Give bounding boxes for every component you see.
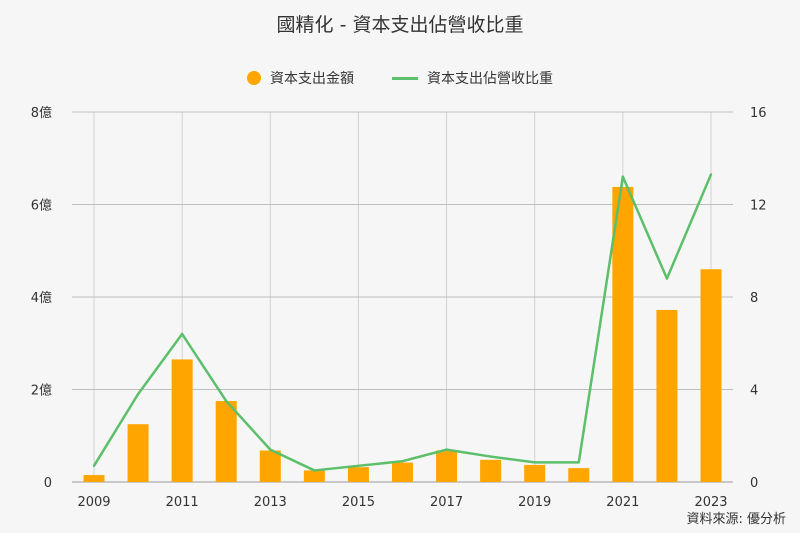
line-point	[225, 399, 228, 403]
legend-bar-swatch	[247, 71, 261, 85]
bar	[83, 475, 105, 482]
x-tick-label: 2023	[694, 495, 727, 510]
line-point	[533, 461, 536, 464]
legend-item-line[interactable]: 資本支出佔營收比重	[392, 68, 553, 88]
x-tick-label: 2017	[430, 495, 463, 510]
y-left-tick-label: 6億	[31, 198, 52, 214]
bar	[700, 269, 722, 482]
line-point	[357, 464, 360, 468]
y-right-tick-label: 0	[750, 476, 758, 491]
bar	[480, 459, 502, 482]
line-point	[709, 173, 713, 176]
line-point	[577, 461, 580, 464]
bar	[259, 450, 281, 482]
legend-line-label: 資本支出佔營收比重	[427, 71, 553, 87]
line-point	[489, 455, 492, 458]
bar	[347, 467, 369, 482]
bar	[171, 359, 193, 482]
x-tick-label: 2021	[606, 495, 639, 510]
bar	[127, 424, 149, 482]
y-left-tick-label: 2億	[31, 383, 52, 399]
bar	[436, 450, 458, 482]
line-point	[180, 332, 184, 336]
x-tick-label: 2013	[254, 495, 287, 510]
y-left-tick-label: 4億	[31, 290, 52, 306]
source-note: 資料來源: 優分析	[686, 512, 786, 527]
x-tick-label: 2009	[77, 495, 110, 510]
line-point	[92, 464, 96, 468]
legend-line-swatch	[392, 76, 418, 80]
y-left-tick-label: 8億	[31, 105, 52, 121]
line-point	[445, 448, 448, 451]
bar	[392, 462, 413, 482]
line-point	[621, 175, 625, 178]
x-tick-label: 2019	[518, 495, 551, 510]
y-right-tick-label: 4	[750, 384, 758, 399]
y-right-tick-label: 8	[750, 291, 758, 306]
y-left-tick-label: 0	[44, 476, 52, 491]
bar	[612, 186, 634, 483]
line-point	[136, 392, 140, 396]
legend-bar-label: 資本支出金額	[270, 71, 354, 87]
bar	[524, 464, 546, 482]
x-tick-label: 2011	[166, 495, 199, 510]
bar	[215, 401, 237, 482]
bar	[303, 470, 325, 482]
y-right-tick-label: 16	[750, 106, 767, 121]
y-right-tick-label: 12	[750, 199, 767, 214]
chart-title: 國精化 - 資本支出佔營收比重	[276, 14, 524, 36]
line-point	[401, 459, 404, 463]
chart-legend: 資本支出金額 資本支出佔營收比重	[0, 68, 800, 88]
bar	[656, 309, 678, 482]
line-point	[313, 469, 316, 472]
legend-item-bar[interactable]: 資本支出金額	[247, 68, 354, 88]
bar	[568, 468, 590, 482]
x-tick-label: 2015	[342, 495, 375, 510]
line-point	[665, 277, 669, 280]
line-point	[269, 448, 272, 451]
